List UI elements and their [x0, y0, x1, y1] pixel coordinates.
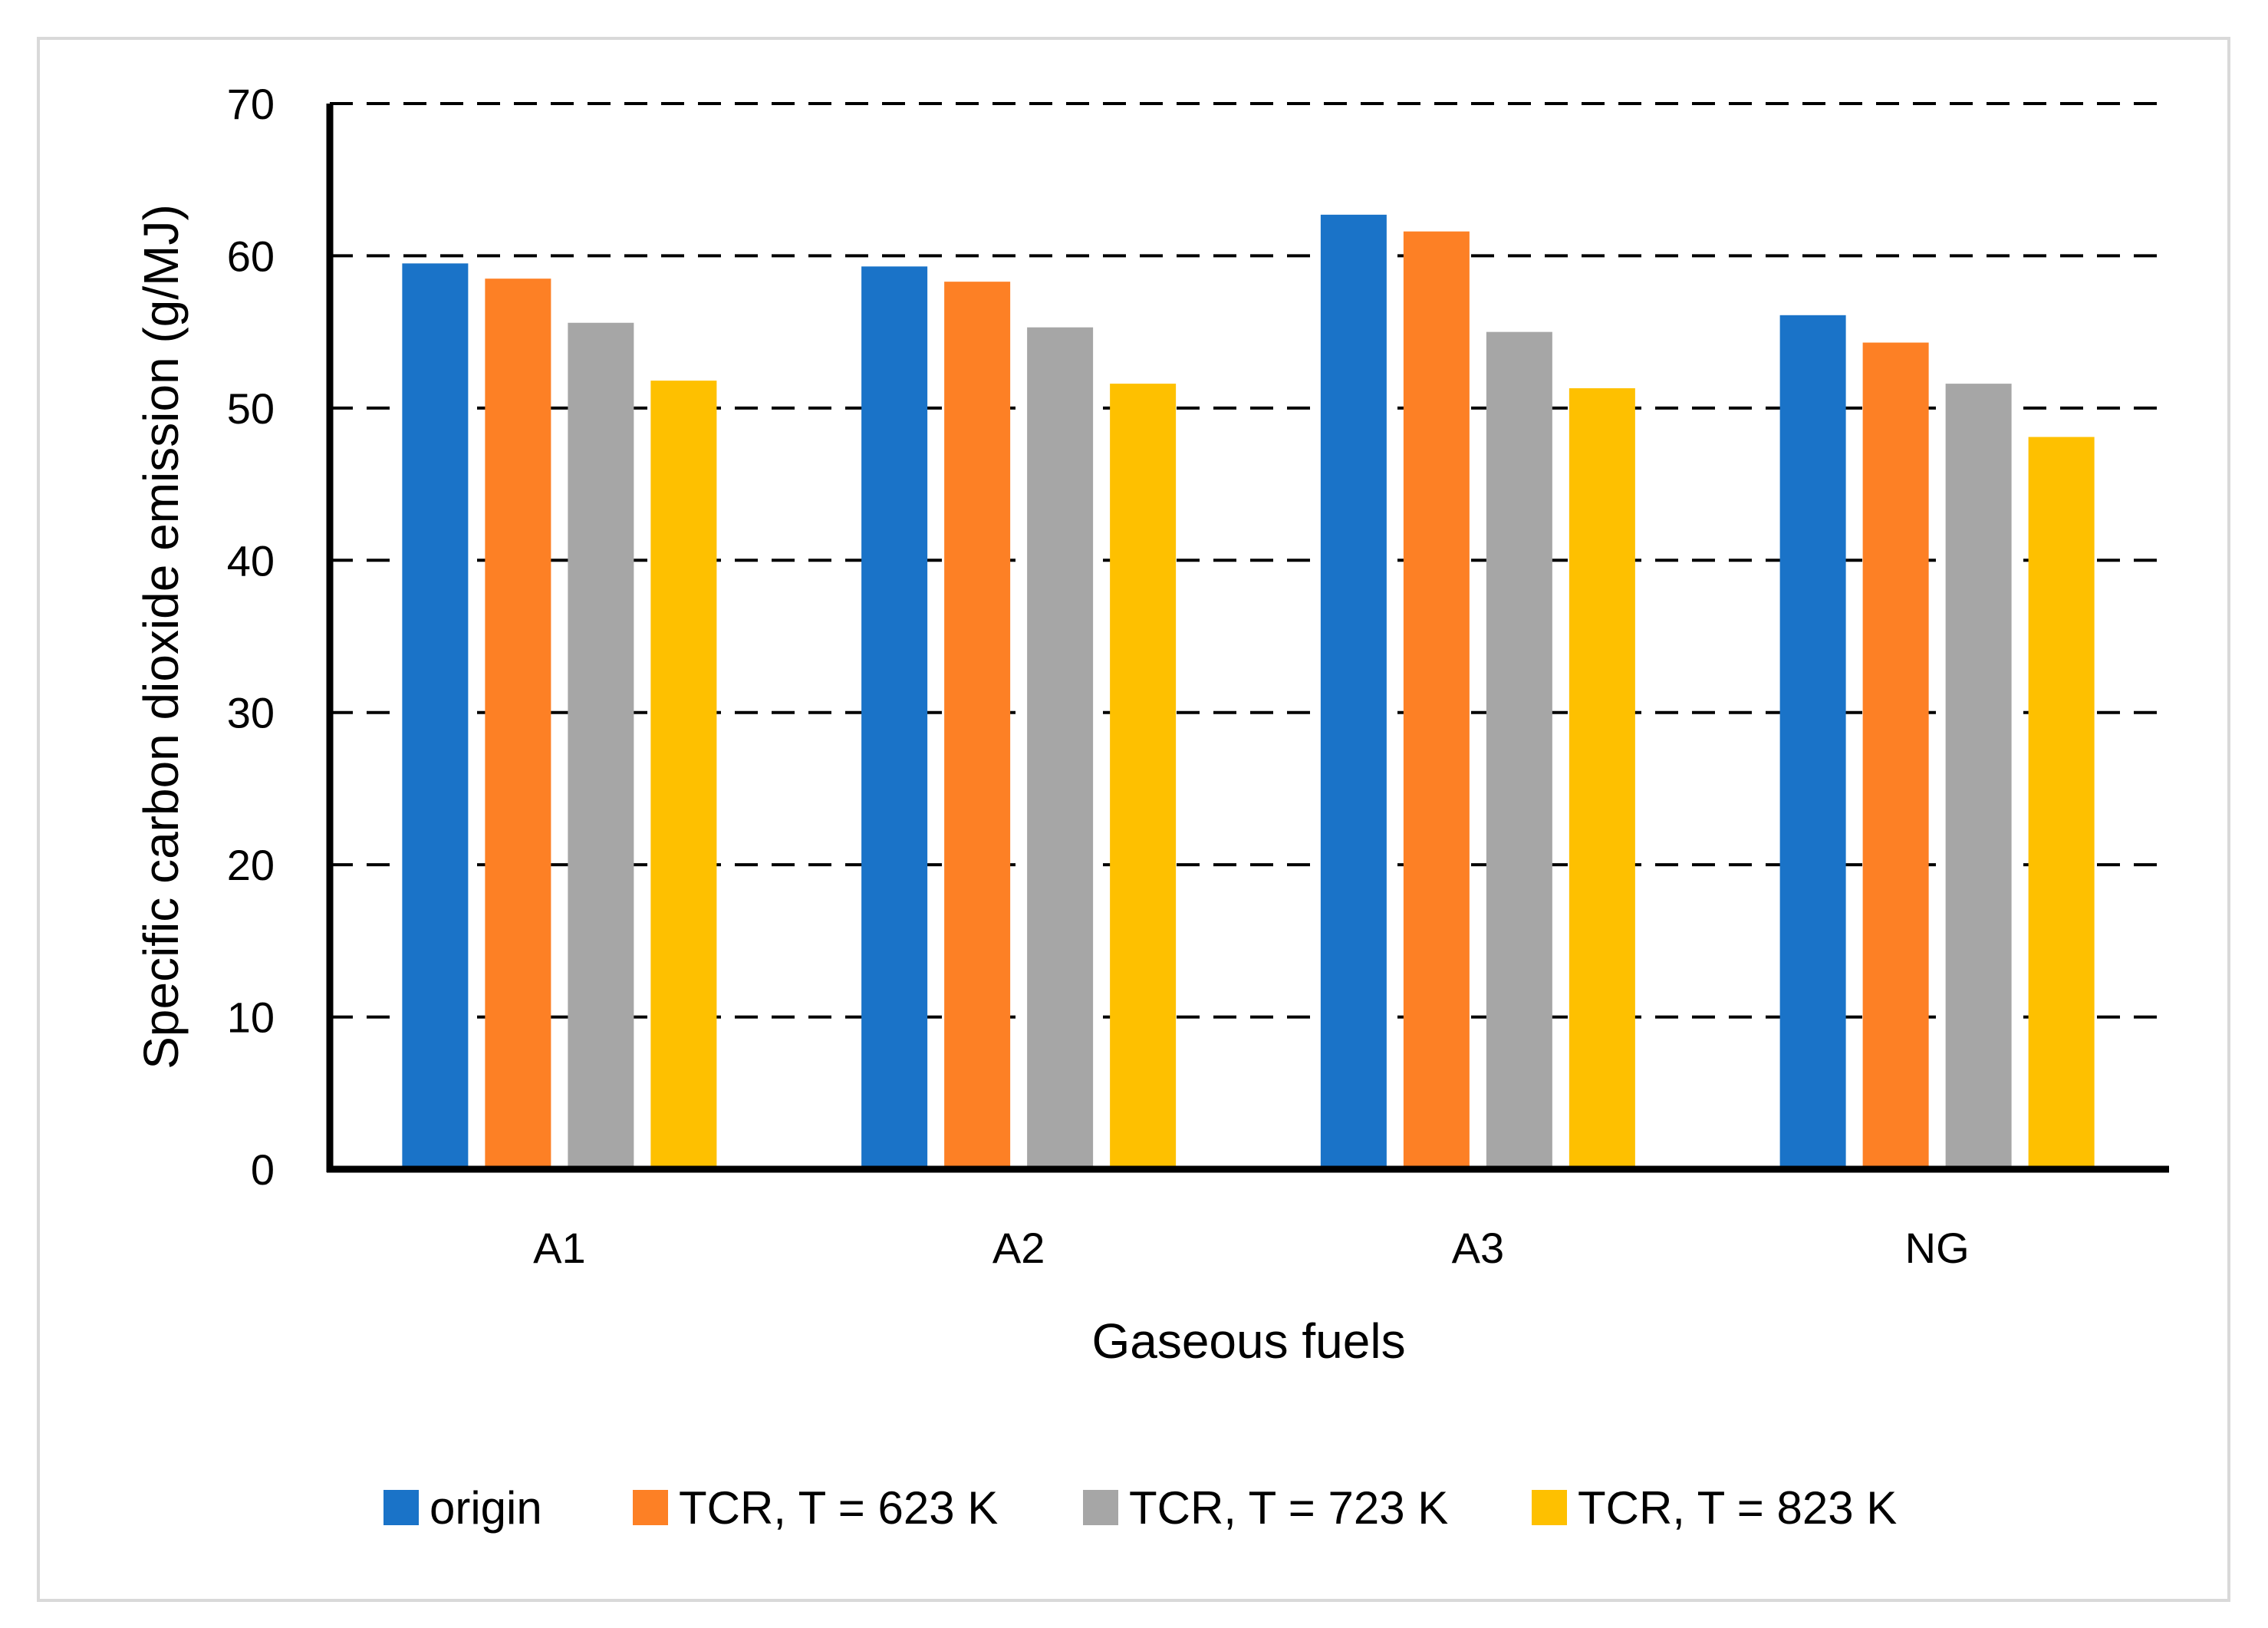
bar-A3-series-1 — [1320, 214, 1387, 1170]
bar-A3-series-2 — [1403, 231, 1470, 1170]
x-tick-label-A1: A1 — [533, 1224, 586, 1272]
x-tick-labels: A1 A2 A3 NG — [533, 1224, 1970, 1272]
bar-A2-series-4 — [1110, 384, 1177, 1169]
legend-label-1: origin — [430, 1482, 542, 1534]
bar-NG-series-1 — [1779, 315, 1846, 1170]
bars — [402, 214, 2095, 1170]
legend-swatch-2 — [633, 1490, 668, 1525]
axes — [326, 104, 2169, 1173]
y-tick-label-0: 0 — [251, 1145, 275, 1194]
x-tick-label-A3: A3 — [1452, 1224, 1505, 1272]
bar-A3-series-4 — [1569, 388, 1635, 1170]
legend-label-4: TCR, T = 823 K — [1578, 1482, 1897, 1534]
bar-A3-series-3 — [1486, 331, 1552, 1170]
bar-A1-series-2 — [485, 278, 551, 1169]
bar-NG-series-2 — [1862, 342, 1929, 1170]
y-tick-label-20: 20 — [227, 841, 275, 889]
legend-swatch-1 — [383, 1490, 419, 1525]
bar-A1-series-1 — [402, 263, 469, 1170]
legend-label-3: TCR, T = 723 K — [1129, 1482, 1448, 1534]
legend-label-2: TCR, T = 623 K — [679, 1482, 998, 1534]
y-axis-title: Specific carbon dioxide emission (g/MJ) — [133, 204, 189, 1069]
x-tick-label-NG: NG — [1905, 1224, 1970, 1272]
bar-A1-series-4 — [650, 381, 717, 1169]
bar-A2-series-2 — [944, 282, 1011, 1170]
y-tick-label-10: 10 — [227, 994, 275, 1042]
y-tick-label-30: 30 — [227, 689, 275, 737]
x-tick-label-A2: A2 — [992, 1224, 1045, 1272]
legend-swatch-4 — [1532, 1490, 1567, 1525]
gridlines — [330, 102, 2167, 1019]
bar-A2-series-3 — [1027, 327, 1094, 1170]
y-tick-label-70: 70 — [227, 80, 275, 128]
bar-A2-series-1 — [861, 266, 928, 1169]
legend-swatch-3 — [1083, 1490, 1118, 1525]
y-tick-label-40: 40 — [227, 536, 275, 585]
y-tick-label-50: 50 — [227, 384, 275, 433]
bar-NG-series-4 — [2028, 437, 2095, 1169]
y-tick-label-60: 60 — [227, 232, 275, 280]
bar-NG-series-3 — [1945, 384, 2012, 1169]
bar-A1-series-3 — [568, 322, 634, 1169]
y-tick-labels: 0 10 20 30 40 50 60 70 — [227, 80, 275, 1194]
x-axis-title: Gaseous fuels — [1091, 1313, 1405, 1369]
legend: origin TCR, T = 623 K TCR, T = 723 K TCR, T… — [383, 1482, 1897, 1534]
